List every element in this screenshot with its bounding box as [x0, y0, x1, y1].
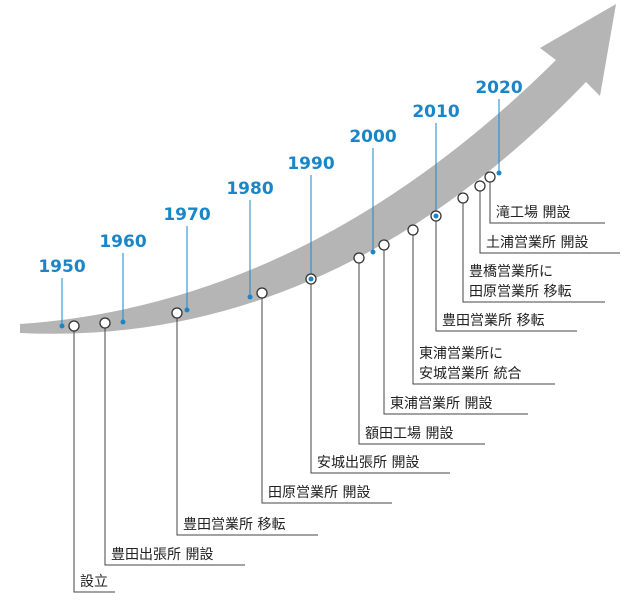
decade-dot	[120, 319, 126, 325]
event-label: 設立	[80, 574, 108, 590]
event-leader	[412, 230, 555, 385]
event-label: 安城出張所 開設	[317, 455, 419, 471]
event-label: 東浦営業所に	[419, 346, 503, 362]
event-label: 土浦営業所 開設	[486, 235, 588, 251]
decade-label: 1990	[287, 154, 334, 174]
event-dot	[99, 317, 111, 329]
decade-dot	[308, 276, 314, 282]
decade-label: 1980	[226, 179, 273, 199]
event-dot	[378, 239, 390, 251]
event-leader	[176, 313, 318, 536]
event-leader	[479, 186, 620, 254]
event-leader	[435, 216, 577, 332]
decade-dot	[184, 307, 190, 313]
event-dot	[256, 287, 268, 299]
decade-dot	[59, 323, 65, 329]
decade-label: 1950	[38, 257, 85, 277]
decade-dot	[496, 170, 502, 176]
event-label: 豊田出張所 開設	[111, 547, 213, 563]
event-dot	[68, 320, 80, 332]
event-dot	[457, 192, 469, 204]
decade-label: 2000	[349, 127, 396, 147]
event-label: 田原営業所 開設	[268, 485, 370, 501]
decade-label: 1970	[163, 205, 210, 225]
event-leader	[73, 326, 115, 593]
event-dot	[171, 307, 183, 319]
event-dot	[353, 252, 365, 264]
event-dot	[474, 180, 486, 192]
event-dot	[484, 171, 496, 183]
event-leader	[310, 279, 450, 474]
event-leader	[462, 198, 605, 303]
event-label: 東浦営業所 開設	[390, 396, 492, 412]
event-label: 田原営業所 移転	[469, 284, 571, 300]
event-label: 豊田営業所 移転	[442, 313, 544, 329]
event-leader	[261, 293, 392, 504]
decade-dot	[370, 249, 376, 255]
event-leader	[358, 258, 485, 445]
decade-dot	[247, 294, 253, 300]
decade-label: 1960	[99, 232, 146, 252]
event-dot	[407, 224, 419, 236]
event-label: 豊田営業所 移転	[183, 517, 285, 533]
growth-arrow	[20, 4, 616, 334]
decade-label: 2010	[412, 102, 459, 122]
event-label: 額田工場 開設	[365, 426, 453, 442]
event-leader	[489, 177, 605, 224]
event-label: 豊橋営業所に	[469, 264, 553, 280]
decade-dot	[433, 213, 439, 219]
event-leader	[383, 245, 528, 415]
event-leader	[104, 323, 245, 566]
decade-label: 2020	[475, 78, 522, 98]
event-label: 安城営業所 統合	[419, 366, 521, 382]
event-label: 滝工場 開設	[496, 205, 570, 221]
